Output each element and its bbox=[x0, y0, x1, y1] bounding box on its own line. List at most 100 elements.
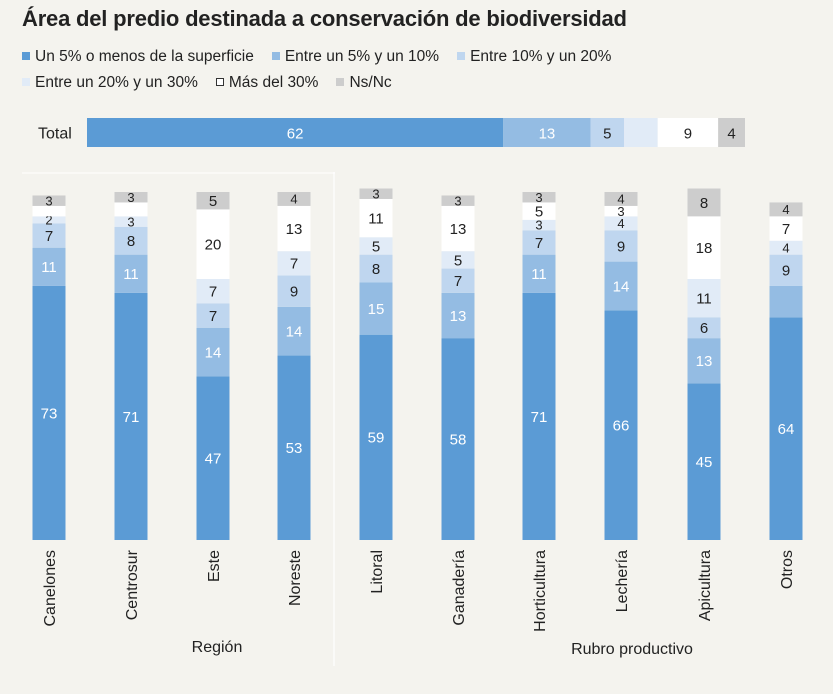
category-label: Lechería bbox=[614, 550, 631, 612]
bar-segment bbox=[114, 254, 148, 293]
bar-segment bbox=[441, 268, 475, 293]
bar-segment bbox=[32, 247, 66, 286]
bar-value-label: 8 bbox=[372, 261, 380, 278]
bar-value-label: 7 bbox=[782, 221, 790, 238]
bar-segment bbox=[196, 279, 230, 304]
bar-segment bbox=[769, 285, 803, 318]
total-value-label: 13 bbox=[539, 126, 556, 143]
bar-segment bbox=[769, 254, 803, 286]
bar-segment bbox=[32, 285, 66, 540]
chart-legend: Un 5% o menos de la superficie Entre un 5… bbox=[22, 44, 822, 96]
bar-value-label: 14 bbox=[286, 324, 303, 341]
bar-segment bbox=[769, 216, 803, 241]
bar-segment bbox=[32, 216, 66, 224]
total-segment bbox=[87, 118, 504, 147]
bar-segment bbox=[32, 223, 66, 248]
bar-value-label: 6 bbox=[700, 320, 708, 337]
bar-value-label: 4 bbox=[290, 192, 297, 207]
bar-segment bbox=[522, 219, 556, 231]
category-label: Otros bbox=[779, 550, 796, 589]
bar-value-label: 3 bbox=[617, 204, 624, 219]
bar-value-label: 59 bbox=[368, 430, 385, 447]
bar-value-label: 3 bbox=[372, 186, 379, 201]
bar-value-label: 3 bbox=[535, 218, 542, 233]
category-label: Apicultura bbox=[697, 550, 714, 621]
bar-value-label: 71 bbox=[531, 409, 548, 426]
bar-value-label: 45 bbox=[696, 454, 713, 471]
bar-value-label: 7 bbox=[454, 273, 462, 290]
legend-label: Un 5% o menos de la superficie bbox=[35, 48, 254, 65]
bar-segment bbox=[687, 279, 721, 318]
bar-value-label: 8 bbox=[127, 233, 135, 250]
bar-value-label: 5 bbox=[535, 204, 543, 221]
legend-item: Un 5% o menos de la superficie bbox=[22, 44, 254, 70]
total-value-label: 4 bbox=[727, 126, 735, 143]
bar-segment bbox=[277, 205, 311, 252]
bar-segment bbox=[604, 230, 638, 262]
bar-segment bbox=[196, 209, 230, 279]
total-segment bbox=[503, 118, 591, 147]
bar-value-label: 9 bbox=[782, 263, 790, 280]
bar-value-label: 3 bbox=[535, 190, 542, 205]
bar-segment bbox=[277, 306, 311, 356]
total-value-label: 62 bbox=[287, 126, 304, 143]
bar-value-label: 20 bbox=[205, 237, 222, 254]
bar-value-label: 9 bbox=[617, 238, 625, 255]
bar-segment bbox=[687, 216, 721, 279]
chart-title: Área del predio destinada a conservación… bbox=[22, 6, 627, 31]
bar-value-label: 14 bbox=[205, 344, 222, 361]
bar-segment bbox=[196, 327, 230, 377]
bar-segment bbox=[604, 216, 638, 231]
bar-segment bbox=[359, 198, 393, 238]
legend-label: Más del 30% bbox=[228, 74, 319, 91]
legend-item: Entre un 20% y un 30% bbox=[22, 70, 198, 96]
category-label: Centrosur bbox=[124, 549, 141, 620]
category-label: Este bbox=[206, 550, 223, 582]
bar-segment bbox=[522, 254, 556, 293]
total-segment bbox=[590, 118, 625, 147]
legend-item: Entre un 5% y un 10% bbox=[271, 44, 439, 70]
bar-segment bbox=[114, 226, 148, 255]
bar-value-label: 4 bbox=[782, 240, 789, 255]
bar-value-label: 11 bbox=[368, 211, 384, 228]
category-label: Horticultura bbox=[532, 550, 549, 632]
bar-value-label: 13 bbox=[286, 221, 303, 238]
bar-value-label: 2 bbox=[45, 213, 52, 228]
bar-segment bbox=[687, 188, 721, 217]
bar-segment bbox=[277, 251, 311, 276]
bar-value-label: 5 bbox=[209, 193, 217, 210]
bar-value-label: 3 bbox=[127, 214, 134, 229]
legend-item: Más del 30% bbox=[215, 70, 319, 96]
total-segment bbox=[624, 118, 658, 147]
bar-value-label: 9 bbox=[290, 284, 298, 301]
bar-segment bbox=[604, 192, 638, 206]
bar-segment bbox=[441, 338, 475, 540]
bar-value-label: 5 bbox=[454, 252, 462, 269]
category-label: Noreste bbox=[287, 550, 304, 606]
bar-segment bbox=[277, 275, 311, 307]
bar-value-label: 53 bbox=[286, 440, 303, 457]
bar-segment bbox=[277, 192, 311, 206]
bar-segment bbox=[441, 251, 475, 269]
bar-value-label: 7 bbox=[290, 256, 298, 273]
bar-segment bbox=[32, 205, 66, 217]
legend-swatch bbox=[22, 78, 30, 86]
bar-segment bbox=[522, 202, 556, 220]
total-label: Total bbox=[38, 126, 72, 143]
bar-value-label: 18 bbox=[696, 240, 713, 257]
bar-value-label: 66 bbox=[613, 418, 630, 435]
total-segment bbox=[657, 118, 719, 147]
bar-segment bbox=[359, 254, 393, 283]
bar-segment bbox=[114, 192, 148, 203]
bar-segment bbox=[769, 317, 803, 540]
legend-swatch bbox=[215, 78, 224, 86]
bar-segment bbox=[522, 192, 556, 203]
bar-value-label: 4 bbox=[617, 216, 624, 231]
group-label: Rubro productivo bbox=[571, 641, 693, 658]
bar-segment bbox=[359, 282, 393, 335]
bar-segment bbox=[604, 310, 638, 540]
bar-segment bbox=[196, 192, 230, 210]
bar-segment bbox=[359, 237, 393, 255]
bar-value-label: 7 bbox=[209, 284, 217, 301]
